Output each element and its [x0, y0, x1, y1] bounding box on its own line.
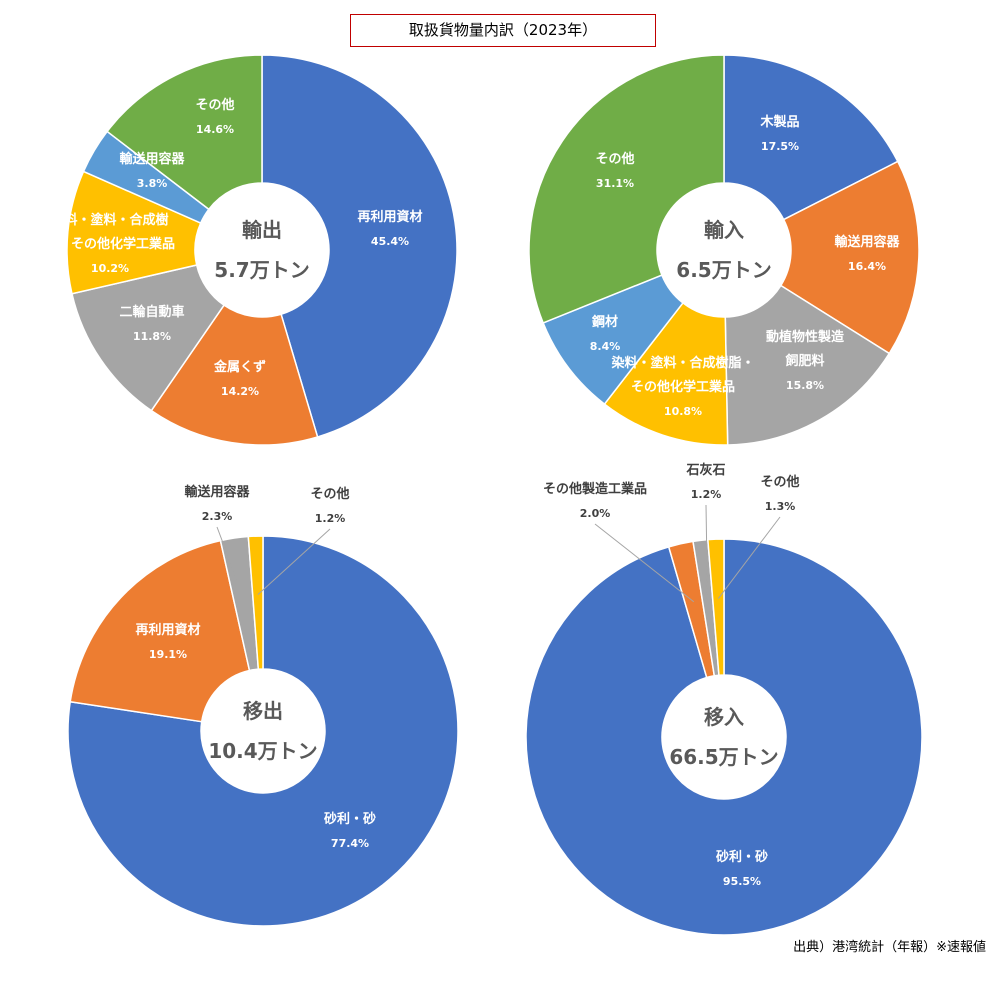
- category-label: 砂利・砂: [323, 812, 377, 827]
- center-text: 6.5万トン: [676, 258, 772, 282]
- slice-label: 石灰石 1.2%: [686, 459, 725, 507]
- slice-label: その他 1.3%: [760, 471, 799, 519]
- slice: [707, 538, 725, 677]
- slice: [779, 160, 920, 355]
- slice-label: 砂利・砂 95.5%: [716, 846, 768, 894]
- value-label: 15.8%: [785, 379, 825, 392]
- slice-label: 砂利・砂 77.4%: [324, 808, 376, 856]
- title: 取扱貨物量内訳（2023年）: [350, 14, 656, 47]
- slice-label: 染料・塗料・合成樹 脂・その他化学工業品 10.2%: [45, 209, 175, 281]
- center-label: 輸入 6.5万トン: [676, 210, 771, 290]
- slice-label: その他 31.1%: [595, 148, 634, 196]
- category-label: 再利用資材: [135, 623, 201, 638]
- slice-label: 動植物性製造 飼肥料 15.8%: [766, 326, 844, 398]
- slice-label: その他 1.2%: [310, 483, 349, 531]
- category-label: その他: [595, 152, 635, 167]
- category-label: その他: [310, 487, 350, 502]
- value-label: 1.3%: [764, 500, 796, 513]
- slice: [69, 539, 251, 723]
- category-label: その他: [760, 475, 800, 490]
- slice: [603, 301, 729, 446]
- value-label: 2.0%: [579, 507, 611, 520]
- category-label: 石灰石: [686, 463, 726, 478]
- slice-label: その他 14.6%: [195, 94, 234, 142]
- source: 出典）港湾統計（年報）※速報値: [793, 940, 986, 955]
- value-label: 14.2%: [220, 385, 260, 398]
- value-label: 17.5%: [760, 140, 800, 153]
- slice-label: 木製品 17.5%: [760, 111, 799, 159]
- center-label: 移出 10.4万トン: [208, 691, 317, 771]
- value-label: 1.2%: [314, 512, 346, 525]
- slice: [724, 284, 891, 446]
- slice-label: 輸送用容器 16.4%: [834, 231, 899, 279]
- category-label: 染料・塗料・合成樹 脂・その他化学工業品: [44, 213, 176, 252]
- category-label: その他製造工業品: [542, 482, 648, 497]
- value-label: 19.1%: [148, 648, 188, 661]
- value-label: 95.5%: [722, 875, 762, 888]
- value-label: 10.8%: [663, 405, 703, 418]
- slice: [247, 535, 264, 670]
- slice: [150, 304, 319, 446]
- slice-label: その他製造工業品 2.0%: [543, 478, 647, 526]
- slice: [723, 54, 899, 221]
- category-label: 二輪自動車: [119, 305, 185, 320]
- category-label: 輸送用容器: [184, 485, 250, 500]
- leader-line: [257, 528, 331, 595]
- category-label: 鋼材: [591, 315, 619, 330]
- slice-label: 金属くず 14.2%: [214, 356, 266, 404]
- slice: [67, 535, 459, 927]
- value-label: 2.3%: [201, 510, 233, 523]
- center-text: 輸入: [704, 218, 744, 242]
- value-label: 1.2%: [690, 488, 722, 501]
- slice: [106, 54, 263, 211]
- center-label: 輸出 5.7万トン: [214, 210, 309, 290]
- slice-label: 染料・塗料・合成樹脂・ その他化学工業品 10.8%: [611, 352, 754, 424]
- center-text: 移出: [242, 699, 283, 723]
- value-label: 11.8%: [132, 330, 172, 343]
- category-label: 動植物性製造 飼肥料: [765, 330, 845, 369]
- category-label: 染料・塗料・合成樹脂・ その他化学工業品: [611, 356, 755, 395]
- slice-label: 再利用資材 45.4%: [357, 206, 422, 254]
- category-label: 再利用資材: [357, 210, 423, 225]
- value-label: 77.4%: [330, 837, 370, 850]
- center-text: 5.7万トン: [214, 258, 310, 282]
- value-label: 3.8%: [136, 177, 168, 190]
- leader-line: [717, 516, 781, 599]
- value-label: 10.2%: [90, 262, 130, 275]
- leader-line: [594, 523, 695, 603]
- slice: [71, 264, 226, 412]
- center-text: 移入: [703, 705, 744, 729]
- value-label: 45.4%: [370, 235, 410, 248]
- category-label: 輸送用容器: [119, 152, 185, 167]
- slice: [528, 54, 725, 324]
- category-label: 木製品: [760, 115, 800, 130]
- slice-label: 輸送用容器 3.8%: [119, 148, 184, 196]
- slice: [525, 538, 923, 936]
- category-label: 砂利・砂: [715, 850, 769, 865]
- category-label: その他: [195, 98, 235, 113]
- slice-label: 再利用資材 19.1%: [135, 619, 200, 667]
- center-label: 移入 66.5万トン: [669, 697, 778, 777]
- center-text: 輸出: [242, 218, 282, 242]
- value-label: 16.4%: [847, 260, 887, 273]
- category-label: 金属くず: [213, 360, 267, 375]
- value-label: 31.1%: [595, 177, 635, 190]
- slice: [261, 54, 458, 438]
- leader-line: [705, 504, 708, 600]
- value-label: 14.6%: [195, 123, 235, 136]
- category-label: 輸送用容器: [834, 235, 900, 250]
- slice-label: 鋼材 8.4%: [590, 311, 621, 359]
- leader-line: [216, 526, 244, 597]
- value-label: 8.4%: [589, 340, 621, 353]
- slice-label: 輸送用容器 2.3%: [184, 481, 249, 529]
- slice-label: 二輪自動車 11.8%: [119, 301, 184, 349]
- center-text: 66.5万トン: [669, 745, 779, 769]
- center-text: 10.4万トン: [208, 739, 318, 763]
